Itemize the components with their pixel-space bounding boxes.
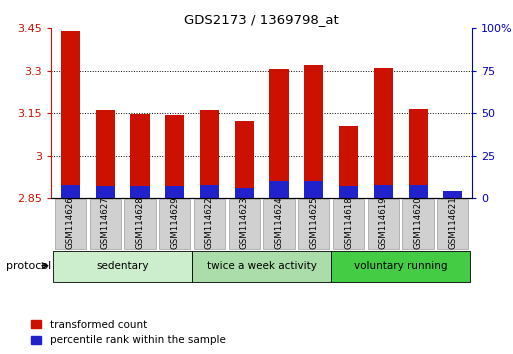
Title: GDS2173 / 1369798_at: GDS2173 / 1369798_at: [184, 13, 339, 26]
Bar: [165, 186, 184, 198]
Bar: [374, 185, 393, 198]
Bar: [443, 191, 462, 198]
FancyBboxPatch shape: [192, 251, 331, 281]
Text: protocol: protocol: [6, 261, 51, 271]
FancyBboxPatch shape: [229, 199, 260, 249]
Bar: [443, 192, 462, 198]
Bar: [200, 185, 219, 198]
FancyBboxPatch shape: [331, 251, 470, 281]
Text: GSM114622: GSM114622: [205, 196, 214, 249]
Bar: [234, 121, 254, 198]
Bar: [165, 115, 184, 198]
Text: GSM114625: GSM114625: [309, 196, 318, 249]
Text: GSM114618: GSM114618: [344, 196, 353, 249]
FancyBboxPatch shape: [55, 199, 86, 249]
Bar: [304, 181, 323, 198]
FancyBboxPatch shape: [124, 199, 155, 249]
FancyBboxPatch shape: [333, 199, 364, 249]
Bar: [408, 185, 428, 198]
Bar: [339, 186, 358, 198]
Text: GSM114628: GSM114628: [135, 196, 145, 249]
Bar: [130, 186, 149, 198]
FancyBboxPatch shape: [159, 199, 190, 249]
Text: GSM114624: GSM114624: [274, 196, 284, 249]
FancyBboxPatch shape: [437, 199, 468, 249]
FancyBboxPatch shape: [402, 199, 433, 249]
Bar: [269, 69, 289, 198]
FancyBboxPatch shape: [90, 199, 121, 249]
Bar: [269, 181, 289, 198]
Bar: [130, 114, 149, 198]
Text: sedentary: sedentary: [96, 261, 149, 271]
Bar: [61, 185, 80, 198]
Bar: [374, 68, 393, 198]
FancyBboxPatch shape: [53, 251, 192, 281]
Text: GSM114626: GSM114626: [66, 196, 75, 249]
FancyBboxPatch shape: [263, 199, 294, 249]
Text: GSM114620: GSM114620: [413, 196, 423, 249]
Text: GSM114627: GSM114627: [101, 196, 110, 249]
Bar: [339, 126, 358, 198]
Text: GSM114619: GSM114619: [379, 196, 388, 249]
Legend: transformed count, percentile rank within the sample: transformed count, percentile rank withi…: [31, 320, 226, 345]
Text: GSM114623: GSM114623: [240, 196, 249, 249]
Bar: [95, 110, 115, 198]
FancyBboxPatch shape: [368, 199, 399, 249]
Bar: [200, 110, 219, 198]
Text: GSM114629: GSM114629: [170, 196, 179, 249]
Bar: [95, 186, 115, 198]
Text: voluntary running: voluntary running: [354, 261, 447, 271]
Bar: [61, 31, 80, 198]
Bar: [304, 65, 323, 198]
Text: GSM114621: GSM114621: [448, 196, 457, 249]
Bar: [234, 188, 254, 198]
Bar: [408, 109, 428, 198]
FancyBboxPatch shape: [194, 199, 225, 249]
Text: twice a week activity: twice a week activity: [207, 261, 317, 271]
FancyBboxPatch shape: [298, 199, 329, 249]
